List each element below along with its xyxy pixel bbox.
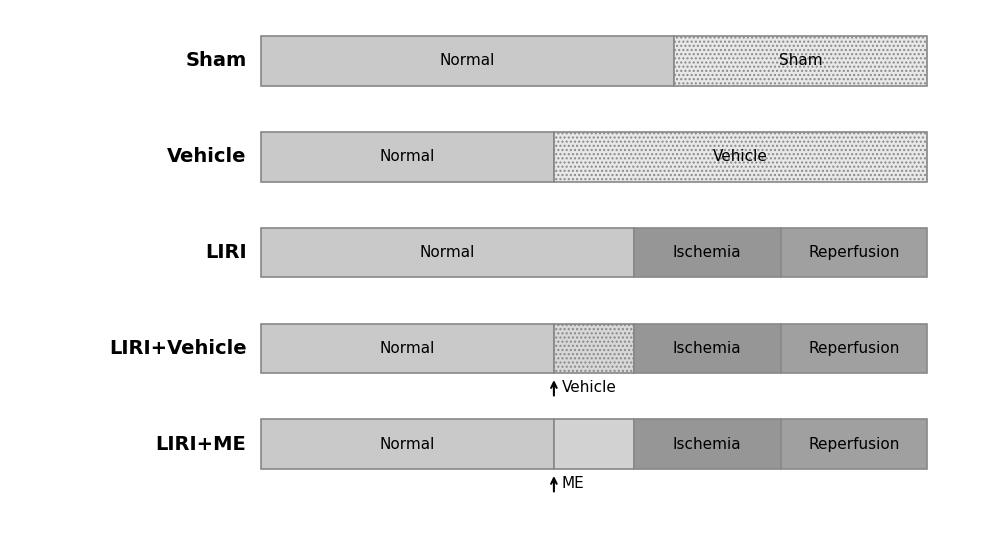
Text: Ischemia: Ischemia [673,437,742,452]
Bar [781,228,927,278]
Text: Sham: Sham [779,53,822,68]
Bar [634,228,781,278]
Bar [674,35,927,86]
Bar [781,419,927,469]
Bar [781,324,927,373]
Bar [554,132,927,182]
Text: Normal: Normal [440,53,495,68]
Bar [261,35,674,86]
Bar [554,419,634,469]
Text: Vehicle: Vehicle [713,149,768,164]
Text: Sham: Sham [185,51,246,70]
Text: Vehicle: Vehicle [167,147,246,166]
Bar [261,228,634,278]
Text: LIRI+ME: LIRI+ME [156,435,246,454]
Text: Ischemia: Ischemia [673,341,742,356]
Text: Reperfusion: Reperfusion [808,245,900,260]
Text: Reperfusion: Reperfusion [808,341,900,356]
Bar [261,132,554,182]
Text: Normal: Normal [380,437,435,452]
Text: Normal: Normal [420,245,475,260]
Bar [634,419,781,469]
Bar [261,419,554,469]
Text: ME: ME [561,476,584,491]
Text: Vehicle: Vehicle [561,380,616,396]
Text: LIRI+Vehicle: LIRI+Vehicle [109,339,246,358]
Text: Normal: Normal [380,341,435,356]
Text: Reperfusion: Reperfusion [808,437,900,452]
Text: LIRI: LIRI [205,243,246,262]
Bar [554,324,634,373]
Text: Ischemia: Ischemia [673,245,742,260]
Text: Normal: Normal [380,149,435,164]
Bar [634,324,781,373]
Bar [261,324,554,373]
